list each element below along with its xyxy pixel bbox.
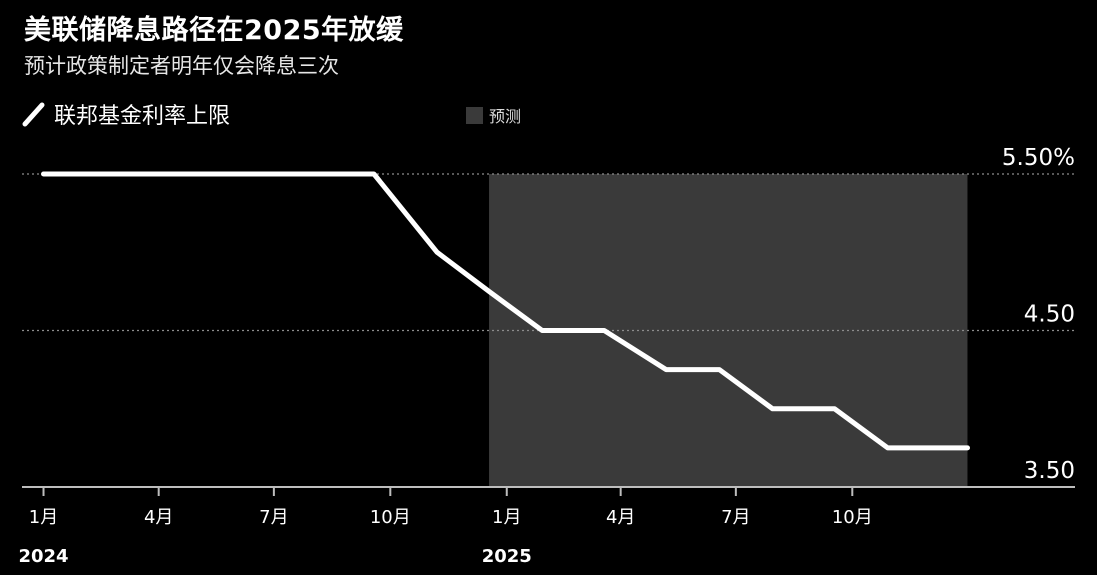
y-tick-label: 5.50% xyxy=(1002,145,1075,171)
axis-label-layer: 5.50% 4.50 3.50 1月 2024 4月 7月 10月 1月 2025 4月 7月 10月 xyxy=(18,145,1075,567)
x-tick-label: 7月 xyxy=(721,507,750,528)
series-line xyxy=(41,171,970,451)
legend-series-label: 联邦基金利率上限 xyxy=(54,104,231,129)
x-tick-label: 1月 xyxy=(492,507,521,528)
y-tick-label: 4.50 xyxy=(1024,302,1075,328)
y-tick-label: 3.50 xyxy=(1024,458,1075,484)
x-tick-label: 4月 xyxy=(606,507,635,528)
x-tick-label: 10月 xyxy=(832,507,873,528)
x-year-label: 2025 xyxy=(482,546,532,567)
legend-item-series: 联邦基金利率上限 xyxy=(22,99,230,129)
chart-subtitle: 预计政策制定者明年仅会降息三次 xyxy=(24,54,339,78)
x-tick-label: 7月 xyxy=(259,507,288,528)
chart-title: 美联储降息路径在2025年放缓 xyxy=(24,15,404,46)
legend-forecast-label: 预测 xyxy=(489,107,522,126)
x-tick-label: 4月 xyxy=(144,507,173,528)
x-axis xyxy=(22,486,1075,496)
series-line-layer xyxy=(41,171,970,451)
x-year-label: 2024 xyxy=(18,546,68,567)
legend-line-icon xyxy=(22,102,45,127)
legend-forecast-swatch xyxy=(466,106,483,124)
x-tick-label: 1月 xyxy=(29,507,58,528)
x-tick-label: 10月 xyxy=(370,507,411,528)
legend-item-forecast: 预测 xyxy=(466,103,521,127)
